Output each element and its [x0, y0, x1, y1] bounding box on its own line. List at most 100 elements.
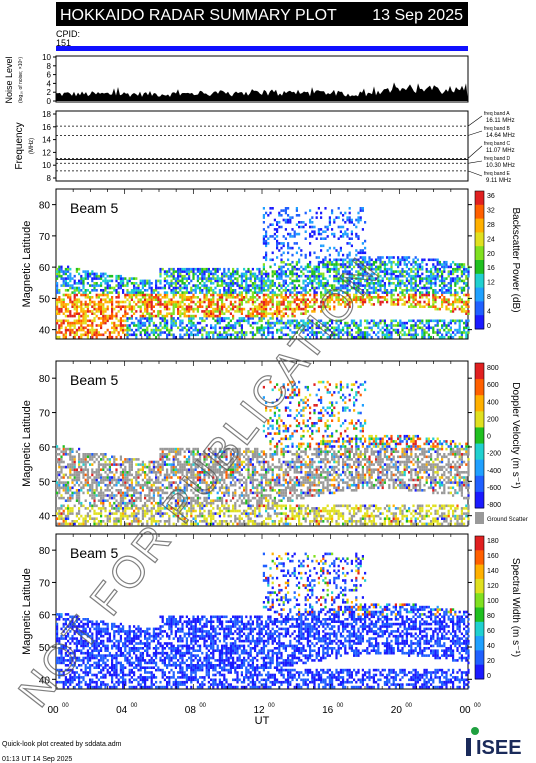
echo-cell [403, 300, 406, 304]
echo-cell [339, 319, 342, 323]
echo-cell [141, 486, 144, 490]
echo-cell [157, 512, 160, 515]
echo-cell [126, 460, 129, 464]
echo-cell [159, 463, 162, 466]
echo-cell [58, 458, 61, 461]
echo-cell [414, 324, 417, 327]
echo-cell [262, 298, 265, 301]
echo-cell [179, 512, 182, 515]
colorbar-swatch [475, 260, 484, 275]
echo-cell [196, 489, 199, 492]
echo-cell [456, 328, 459, 332]
echo-cell [432, 326, 435, 330]
echo-cell [414, 298, 417, 301]
echo-cell [408, 328, 411, 332]
echo-cell [344, 300, 347, 304]
echo-cell [119, 282, 122, 285]
echo-cell [183, 333, 186, 337]
echo-cell [458, 265, 461, 269]
echo-cell [210, 310, 213, 313]
echo-cell [100, 496, 103, 500]
echo-cell [122, 496, 125, 500]
echo-cell [177, 491, 180, 495]
echo-cell [265, 300, 268, 304]
echo-cell [377, 321, 380, 325]
echo-cell [146, 289, 149, 292]
echo-cell [221, 305, 224, 308]
echo-cell [256, 312, 259, 315]
echo-cell [298, 284, 301, 287]
echo-cell [357, 298, 360, 301]
echo-cell [185, 289, 188, 292]
echo-cell [159, 274, 162, 278]
echo-cell [403, 321, 406, 325]
echo-cell [394, 324, 397, 327]
echo-cell [408, 289, 411, 292]
echo-cell [350, 218, 353, 222]
echo-cell [161, 468, 164, 471]
echo-cell [293, 232, 296, 236]
echo-cell [122, 478, 125, 482]
echo-cell [97, 284, 100, 287]
echo-cell [196, 514, 199, 518]
echo-cell [223, 328, 226, 332]
echo-cell [278, 310, 281, 313]
echo-cell [212, 312, 215, 315]
echo-cell [383, 333, 386, 337]
echo-cell [106, 274, 109, 278]
echo-cell [452, 335, 455, 339]
echo-cell [144, 282, 147, 285]
echo-cell [302, 279, 305, 283]
echo-cell [405, 263, 408, 266]
echo-cell [207, 291, 210, 294]
echo-cell [168, 473, 171, 477]
echo-cell [397, 284, 400, 287]
echo-cell [157, 509, 160, 513]
echo-cell [157, 465, 160, 469]
echo-cell [78, 305, 81, 308]
echo-cell [117, 319, 120, 323]
echo-cell [339, 265, 342, 269]
echo-cell [67, 509, 70, 513]
colorbar-label: Backscatter Power (dB) [510, 207, 521, 312]
echo-cell [163, 453, 166, 456]
echo-cell [144, 324, 147, 327]
echo-cell [328, 296, 331, 299]
echo-cell [192, 504, 195, 508]
echo-cell [95, 303, 98, 306]
echo-cell [438, 307, 441, 311]
echo-cell [157, 296, 160, 299]
echo-cell [326, 228, 329, 231]
echo-cell [86, 319, 89, 323]
echo-cell [414, 328, 417, 332]
echo-cell [278, 293, 281, 297]
echo-cell [133, 504, 136, 508]
echo-cell [278, 272, 281, 276]
echo-cell [397, 324, 400, 327]
echo-cell [62, 496, 65, 500]
echo-cell [128, 305, 131, 308]
echo-cell [339, 277, 342, 280]
echo-cell [73, 335, 76, 339]
freq-ytick: 14 [42, 136, 51, 145]
echo-cell [104, 279, 107, 283]
echo-cell [172, 463, 175, 466]
echo-cell [133, 282, 136, 285]
echo-cell [265, 235, 268, 238]
echo-cell [346, 265, 349, 269]
echo-cell [212, 326, 215, 330]
echo-cell [260, 270, 263, 273]
echo-cell [75, 468, 78, 471]
echo-cell [133, 499, 136, 502]
echo-cell [392, 272, 395, 276]
echo-cell [315, 267, 318, 271]
echo-cell [137, 298, 140, 301]
echo-cell [346, 272, 349, 276]
echo-cell [207, 267, 210, 271]
echo-cell [108, 514, 111, 518]
echo-cell [196, 496, 199, 500]
echo-cell [419, 305, 422, 308]
echo-cell [441, 303, 444, 306]
echo-cell [229, 293, 232, 297]
echo-cell [93, 460, 96, 464]
